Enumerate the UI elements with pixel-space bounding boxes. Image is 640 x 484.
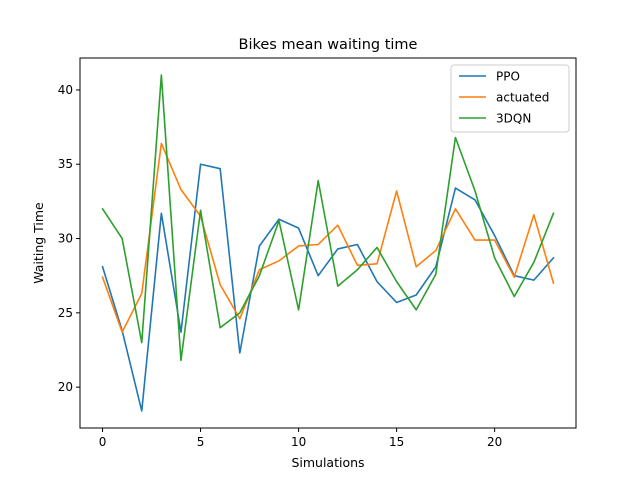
y-tick-label: 25 (58, 306, 73, 320)
x-tick-label: 15 (389, 435, 404, 449)
x-axis-ticks: 0 5 10 15 20 (99, 428, 503, 449)
x-axis-label: Simulations (291, 455, 364, 470)
y-tick-label: 20 (58, 380, 73, 394)
y-axis-label: Waiting Time (31, 202, 46, 284)
legend-label: actuated (496, 91, 549, 105)
legend-label: PPO (496, 70, 520, 84)
chart-title: Bikes mean waiting time (239, 37, 418, 53)
x-tick-label: 20 (487, 435, 502, 449)
y-tick-label: 40 (58, 83, 73, 97)
x-tick-label: 0 (99, 435, 107, 449)
y-axis-ticks: 20 25 30 35 40 (58, 83, 80, 394)
legend: PPO actuated 3DQN (451, 65, 569, 132)
y-tick-label: 35 (58, 157, 73, 171)
x-tick-label: 5 (197, 435, 205, 449)
y-tick-label: 30 (58, 232, 73, 246)
x-tick-label: 10 (291, 435, 306, 449)
legend-label: 3DQN (496, 112, 531, 126)
